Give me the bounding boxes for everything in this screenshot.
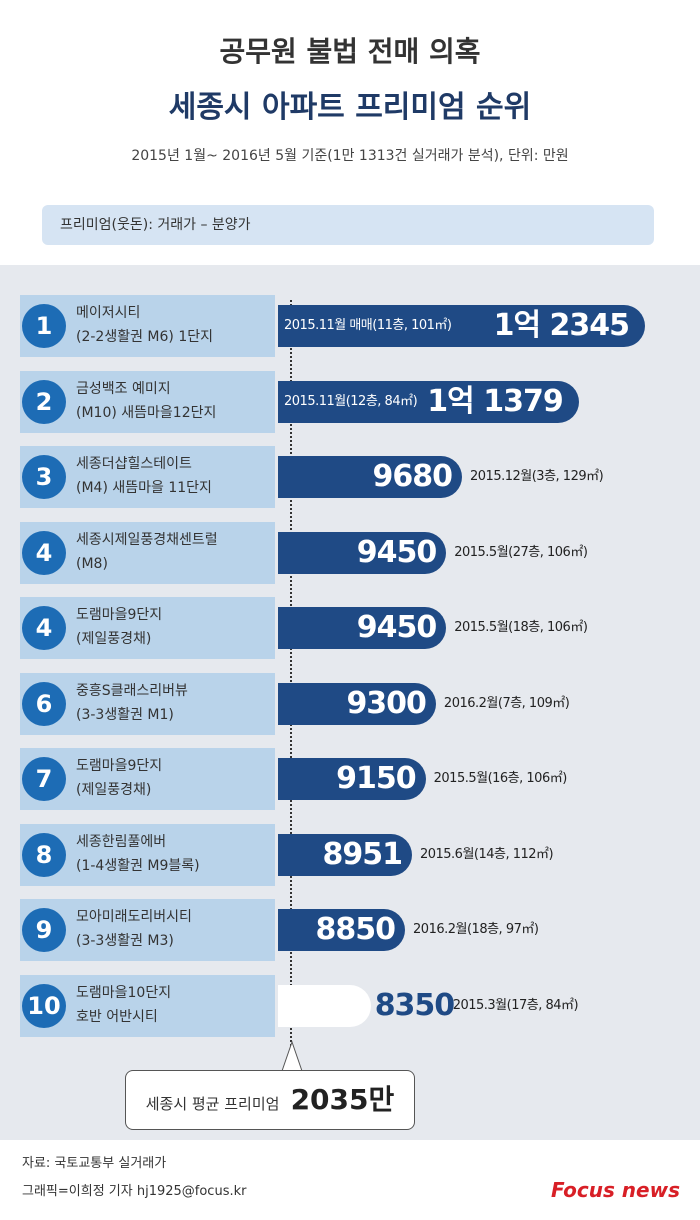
rank-badge: 10: [22, 983, 66, 1028]
bar: [278, 380, 579, 423]
value-label: 1억 1379: [427, 383, 563, 419]
value-label: 8350: [374, 987, 455, 1023]
title: 공무원 불법 전매 의혹: [219, 35, 481, 68]
subtitle: 세종시 아파트 프리미엄 순위: [168, 90, 532, 125]
callout-pointer: [281, 1040, 303, 1072]
detail: 2015.3월(17층, 84㎡): [452, 997, 579, 1013]
rank-badge: 2: [22, 379, 66, 424]
rank-badge: 8: [22, 832, 66, 877]
legend-note: 프리미엄(웃돈): 거래가 – 분양가: [42, 205, 654, 245]
category-label: 도램마을10단지 호반 어반시티: [76, 984, 172, 1025]
category-label: 메이저시티 (2-2생활권 M6) 1단지: [76, 305, 213, 345]
category-label: 모아미래도리버시티 (3-3생활권 M3): [76, 909, 192, 949]
bar: [278, 456, 463, 498]
average-guide: [290, 300, 292, 1050]
value-label: 9150: [336, 761, 416, 796]
note: 2015년 1월~ 2016년 5월 기준(1만 1313건 실거래가 분석),…: [131, 148, 569, 164]
detail: 2015.5월(16층, 106㎡): [433, 771, 568, 786]
bar: [278, 984, 371, 1027]
detail: 2015.5월(27층, 106㎡): [454, 544, 588, 560]
value-label: 9450: [356, 610, 437, 645]
category-label: 세종한림풀에버 (1-4생활권 M9블록): [76, 833, 200, 874]
value-label: 1억 2345: [493, 308, 630, 343]
source: 자료: 국토교통부 실거래가: [22, 1156, 167, 1171]
rank-badge: 4: [22, 606, 66, 650]
rank-badge: 6: [22, 681, 66, 726]
logo: Focus news: [551, 1178, 680, 1202]
detail: 2016.2월(18층, 97㎡): [413, 922, 539, 937]
value-label: 8850: [315, 912, 396, 947]
average-callout: 세종시 평균 프리미엄 2035만: [125, 1070, 415, 1130]
bar: [278, 607, 447, 649]
category-label: 도램마을9단지 (제일풍경채): [76, 758, 163, 798]
rank-badge: 3: [22, 455, 66, 499]
bar: [278, 682, 436, 725]
detail: 2015.5월(18층, 106㎡): [454, 620, 588, 635]
category-label: 세종시제일풍경채센트럴 (M8): [76, 531, 218, 572]
value-label: 9450: [356, 534, 437, 570]
value-label: 9680: [372, 459, 453, 494]
category-label: 세종더샵힐스테이트 (M4) 새뜸마을 11단지: [76, 456, 212, 496]
rank-badge: 1: [22, 304, 66, 348]
average-value: 2035만: [290, 1083, 395, 1116]
bar: [278, 305, 646, 347]
value-label: 9300: [346, 685, 426, 721]
category-label: 도램마을9단지 (제일풍경채): [76, 607, 163, 647]
bar: [278, 909, 406, 951]
detail: 2015.12월(3층, 129㎡): [470, 469, 604, 484]
detail: 2016.2월(7층, 109㎡): [443, 695, 570, 711]
rank-badge: 9: [22, 908, 66, 952]
value-label: 8951: [322, 836, 402, 872]
detail: 2015.11월(12층, 84㎡): [284, 393, 418, 409]
bar: [278, 531, 447, 574]
detail: 2015.11월 매매(11층, 101㎡): [284, 318, 452, 333]
bar: [278, 833, 412, 876]
rank-badge: 4: [22, 530, 66, 575]
detail: 2015.6월(14층, 112㎡): [419, 846, 554, 862]
average-label: 세종시 평균 프리미엄: [145, 1095, 280, 1113]
bar: [278, 758, 426, 800]
category-label: 금성백조 예미지 (M10) 새뜸마을12단지: [76, 380, 217, 421]
category-label: 중흥S클래스리버뷰 (3-3생활권 M1): [76, 682, 188, 723]
credit: 그래픽=이희정 기자 hj1925@focus.kr: [22, 1184, 247, 1199]
rank-badge: 7: [22, 757, 66, 801]
